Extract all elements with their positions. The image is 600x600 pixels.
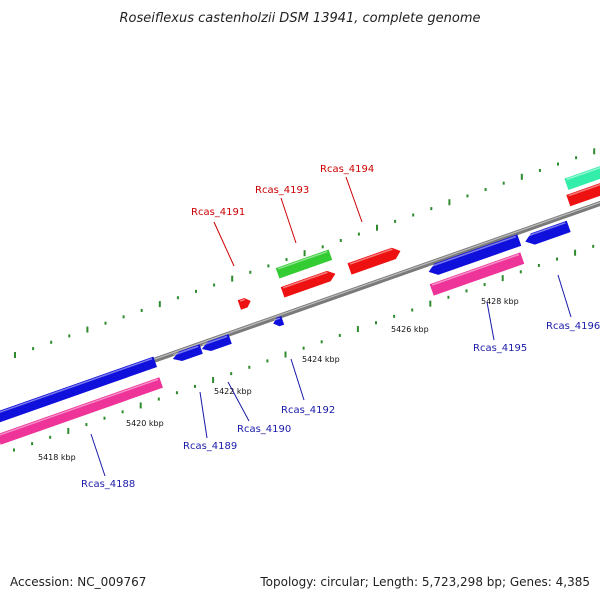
feature-rcas-4189: [172, 344, 203, 362]
label-leader-lines: [90, 176, 572, 477]
feature-edge-red: [566, 179, 600, 207]
leader-line: [90, 433, 106, 477]
feature-rcas-4193: [275, 249, 333, 279]
feature-rcas-4188-cds: [0, 377, 163, 445]
position-label: 5428 kbp: [481, 297, 519, 306]
feature-rcas-4188: [0, 356, 158, 424]
upper-tick-track: [14, 148, 596, 358]
feature-rcas-4195-cds: [429, 252, 525, 296]
leader-line: [199, 391, 208, 439]
feature-rcas-4193-cds: [280, 270, 336, 298]
feature-rcas-4194: [347, 247, 401, 275]
gene-label: Rcas_4189: [183, 441, 237, 452]
feature-edge-green: [564, 162, 600, 190]
feature-rcas-4190: [201, 334, 232, 352]
position-label: 5418 kbp: [38, 453, 76, 462]
leader-line: [227, 381, 250, 422]
gene-features: [0, 162, 600, 445]
gene-label: Rcas_4188: [81, 479, 135, 490]
leader-line: [345, 176, 363, 223]
leader-line: [557, 274, 572, 318]
gene-label: Rcas_4190: [237, 424, 291, 435]
leader-line: [290, 358, 305, 401]
leader-line: [280, 197, 297, 244]
accession-text: Accession: NC_009767: [10, 575, 146, 589]
gene-label: Rcas_4192: [281, 405, 335, 416]
leader-line: [213, 221, 235, 267]
gene-label: Rcas_4191: [191, 207, 245, 218]
feature-rcas-4195: [428, 234, 522, 275]
leader-line: [486, 301, 495, 341]
gene-label: Rcas_4193: [255, 185, 309, 196]
position-label: 5424 kbp: [302, 355, 340, 364]
gene-label: Rcas_4195: [473, 343, 527, 354]
position-label: 5420 kbp: [126, 419, 164, 428]
gene-label: Rcas_4194: [320, 164, 374, 175]
position-label: 5426 kbp: [391, 325, 429, 334]
feature-rcas-4191: [237, 297, 251, 310]
position-labels: 5418 kbp 5420 kbp 5422 kbp 5424 kbp 5426 kbp…: [38, 297, 519, 462]
feature-rcas-4196: [525, 220, 571, 245]
lower-tick-track: [13, 244, 595, 452]
position-label: 5422 kbp: [214, 387, 252, 396]
gene-label: Rcas_4196: [546, 321, 600, 332]
map-title: Roseiflexus castenholzii DSM 13941, comp…: [120, 11, 481, 26]
genome-summary-text: Topology: circular; Length: 5,723,298 bp…: [259, 575, 590, 589]
feature-rcas-4192: [273, 316, 285, 327]
